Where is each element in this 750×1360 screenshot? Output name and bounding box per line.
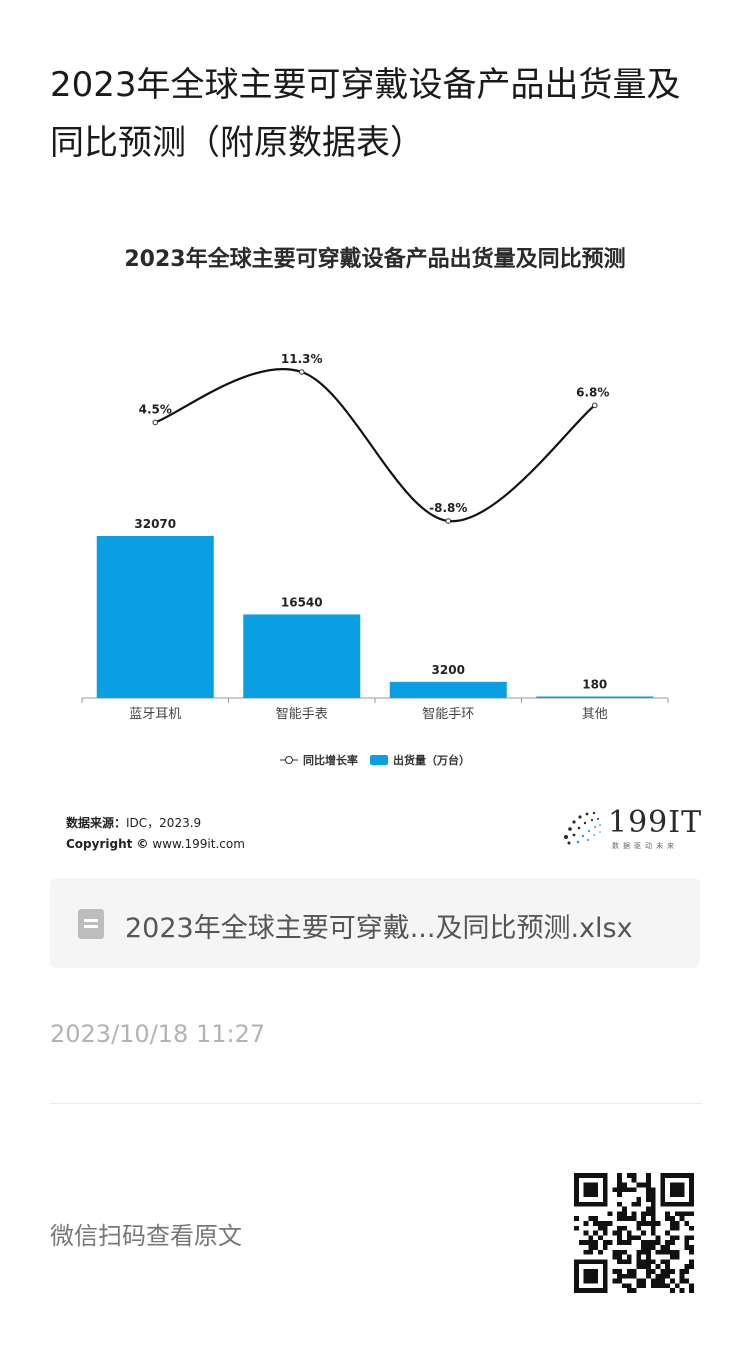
divider (50, 1103, 702, 1104)
source-label: 数据来源： (66, 816, 127, 830)
growth-rate-label: -8.8% (429, 501, 467, 515)
legend-bar-swatch (370, 755, 388, 765)
source-block: 数据来源：IDC，2023.9 Copyright © www.199it.co… (66, 813, 245, 855)
logo-text: 199IT (608, 805, 703, 840)
chart-image: 2023年全球主要可穿戴设备产品出货量及同比预测 32070 蓝牙耳机 16540 智… (50, 225, 701, 865)
attachment-file-name[interactable]: 2023年全球主要可穿戴...及同比预测.xlsx (125, 913, 633, 944)
bar-1 (96, 536, 214, 698)
growth-rate-label: 4.5% (139, 402, 172, 416)
growth-rate-point (445, 518, 452, 524)
bar-value-label: 16540 (281, 595, 323, 609)
bar-value-label: 180 (582, 678, 607, 692)
growth-rate-label: 6.8% (576, 385, 609, 399)
growth-rate-label: 11.3% (281, 352, 323, 366)
logo-subtitle: 数据驱动未来 (612, 842, 678, 850)
copyright-value: www.199it.com (152, 837, 245, 851)
qr-code[interactable] (574, 1173, 694, 1293)
source-value: IDC，2023.9 (126, 816, 202, 830)
copyright-label: Copyright © (66, 837, 149, 851)
legend-item-shipments: 出货量（万台） (393, 753, 470, 767)
growth-rate-point (591, 402, 598, 409)
attachment-card[interactable]: 2023年全球主要可穿戴...及同比预测.xlsx (50, 878, 700, 968)
category-label: 智能手环 (422, 707, 474, 722)
growth-rate-point (298, 369, 305, 375)
category-label: 蓝牙耳机 (129, 707, 181, 722)
growth-rate-line (154, 368, 596, 523)
growth-rate-point (152, 419, 159, 426)
scan-to-view-text: 微信扫码查看原文 (50, 1222, 242, 1250)
bar-value-label: 3200 (432, 663, 465, 677)
logo-icon (564, 811, 601, 845)
bar-4 (536, 696, 654, 698)
chart-svg: 32070 蓝牙耳机 16540 智能手表 3200 智能手环 180 其他 4.5% 11.3%… (81, 352, 669, 767)
legend-item-growth-rate: 同比增长率 (303, 753, 358, 767)
brand-logo: 199IT 数据驱动未来 (560, 805, 701, 853)
publish-timestamp: 2023/10/18 11:27 (50, 1020, 266, 1048)
bar-2 (243, 614, 361, 698)
bar-value-label: 32070 (134, 517, 176, 531)
legend-line-marker (285, 756, 293, 764)
chart-title: 2023年全球主要可穿戴设备产品出货量及同比预测 (124, 247, 626, 272)
bar-3 (389, 681, 507, 698)
category-label: 其他 (582, 707, 608, 722)
page-title: 2023年全球主要可穿戴设备产品出货量及同比预测（附原数据表） (50, 65, 681, 163)
file-icon (78, 909, 104, 939)
category-label: 智能手表 (276, 707, 328, 722)
